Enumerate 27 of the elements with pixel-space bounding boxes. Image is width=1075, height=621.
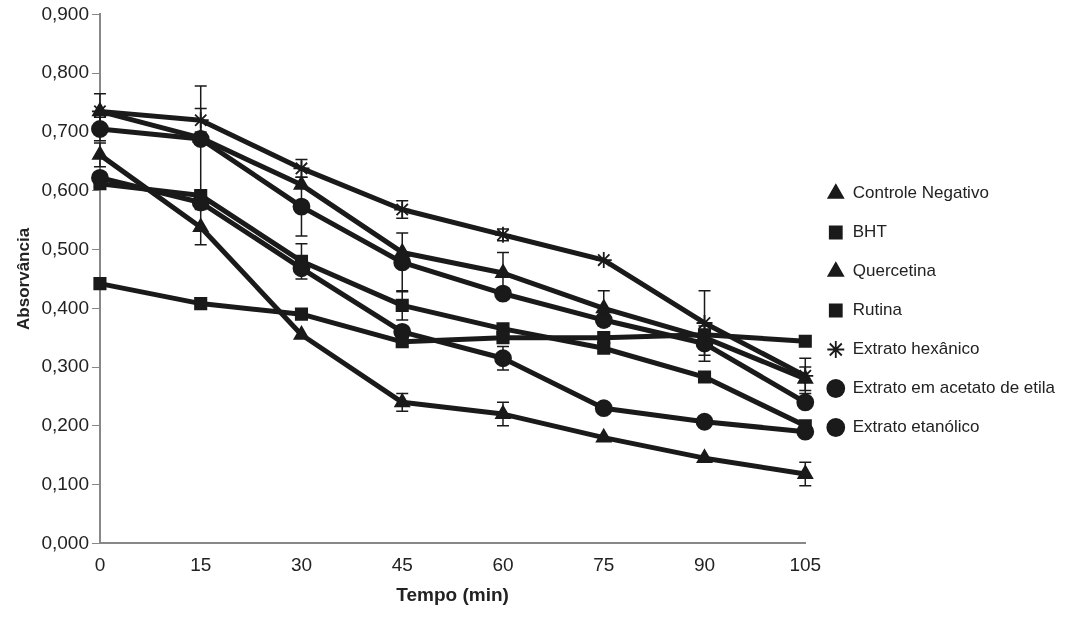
legend-label: Extrato em acetato de etila [852, 378, 1056, 398]
x-tick-label: 75 [593, 554, 615, 576]
legend-label: Rutina [852, 300, 903, 320]
x-tick-label: 60 [492, 554, 514, 576]
y-tick-label: 0,700 [41, 120, 89, 142]
y-tick-label: 0,300 [41, 355, 89, 377]
y-axis-title: Absorvância [13, 227, 33, 330]
y-tick-label: 0,200 [41, 414, 89, 436]
y-tick-label: 0,000 [41, 531, 89, 553]
legend-label: Controle Negativo [852, 183, 989, 203]
x-tick-label: 15 [190, 554, 212, 576]
legend-label: Quercetina [852, 261, 937, 281]
x-tick-label: 90 [693, 554, 716, 576]
legend-label: BHT [852, 222, 887, 242]
y-tick-label: 0,900 [41, 2, 89, 24]
x-tick-label: 45 [391, 554, 413, 576]
legend-label: Extrato etanólico [852, 417, 980, 437]
x-tick-label: 0 [94, 554, 106, 576]
x-tick-label: 105 [789, 554, 822, 576]
legend-label: Extrato hexânico [852, 339, 980, 359]
y-tick-label: 0,500 [41, 237, 89, 259]
y-tick-label: 0,800 [41, 61, 89, 83]
x-axis-title: Tempo (min) [396, 583, 509, 605]
x-tick-label: 30 [290, 554, 313, 576]
y-tick-label: 0,400 [41, 296, 89, 318]
y-tick-label: 0,100 [41, 472, 89, 494]
y-tick-label: 0,600 [41, 178, 89, 200]
